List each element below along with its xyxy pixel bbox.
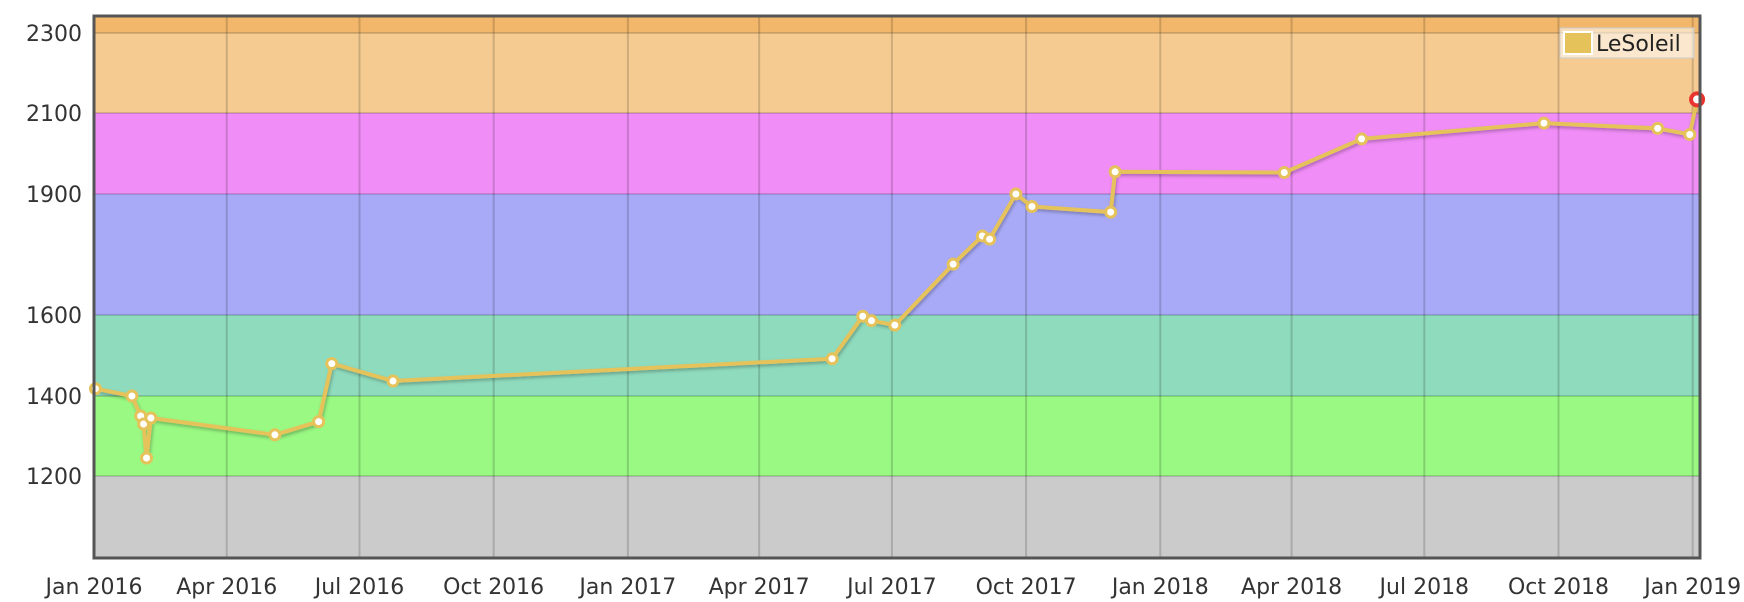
data-point[interactable] <box>1027 202 1037 212</box>
data-point[interactable] <box>1110 167 1120 177</box>
data-point[interactable] <box>1357 134 1367 144</box>
x-tick-label: Oct 2018 <box>1508 575 1609 600</box>
rating-band-2300-2340 <box>94 16 1700 33</box>
rating-band-1900-2100 <box>94 113 1700 194</box>
data-point[interactable] <box>142 453 152 463</box>
data-point[interactable] <box>127 391 137 401</box>
x-tick-label: Jul 2018 <box>1378 575 1470 600</box>
rating-band-1600-1900 <box>94 194 1700 315</box>
x-tick-label: Oct 2017 <box>976 575 1077 600</box>
rating-band-1000-1200 <box>94 476 1700 558</box>
x-tick-label: Apr 2016 <box>176 575 277 600</box>
x-tick-label: Jul 2016 <box>313 575 405 600</box>
data-point[interactable] <box>388 376 398 386</box>
rating-band-2100-2300 <box>94 33 1700 113</box>
data-point[interactable] <box>270 430 280 440</box>
x-tick-label: Jan 2018 <box>1110 575 1209 600</box>
data-point[interactable] <box>1279 168 1289 178</box>
x-axis-labels: Jan 2016 Apr 2016 Jul 2016 Oct 2016 Jan 2017… <box>44 575 1742 600</box>
y-tick-label: 1200 <box>26 465 82 490</box>
data-point[interactable] <box>1539 118 1549 128</box>
y-tick-label: 2100 <box>26 102 82 127</box>
data-point[interactable] <box>1653 123 1663 133</box>
x-tick-label: Jul 2017 <box>845 575 937 600</box>
data-point[interactable] <box>866 316 876 326</box>
x-tick-label: Jan 2019 <box>1642 575 1741 600</box>
data-point[interactable] <box>1011 189 1021 199</box>
data-point[interactable] <box>314 417 324 427</box>
data-point[interactable] <box>1685 129 1695 139</box>
legend-series-label: LeSoleil <box>1596 32 1681 57</box>
y-axis-labels: 1200 1400 1600 1900 2100 2300 <box>26 22 82 490</box>
data-point[interactable] <box>948 259 958 269</box>
data-point[interactable] <box>827 354 837 364</box>
x-tick-label: Jan 2017 <box>577 575 676 600</box>
rating-band-1200-1400 <box>94 396 1700 476</box>
x-tick-label: Apr 2017 <box>709 575 810 600</box>
legend-swatch <box>1564 32 1592 54</box>
data-point[interactable] <box>327 359 337 369</box>
legend: LeSoleil <box>1560 28 1694 58</box>
y-tick-label: 1600 <box>26 304 82 329</box>
x-tick-label: Oct 2016 <box>443 575 544 600</box>
x-tick-label: Jan 2016 <box>44 575 143 600</box>
y-tick-label: 2300 <box>26 22 82 47</box>
data-point[interactable] <box>1106 207 1116 217</box>
data-point[interactable] <box>985 234 995 244</box>
data-point[interactable] <box>146 413 156 423</box>
x-tick-label: Apr 2018 <box>1241 575 1342 600</box>
y-tick-label: 1900 <box>26 183 82 208</box>
y-tick-label: 1400 <box>26 385 82 410</box>
data-point[interactable] <box>890 320 900 330</box>
